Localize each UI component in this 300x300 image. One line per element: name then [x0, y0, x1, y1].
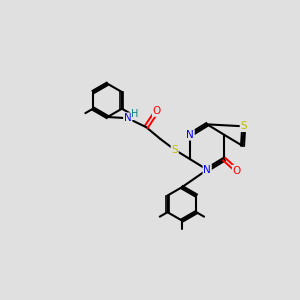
- Text: O: O: [153, 106, 161, 116]
- Text: N: N: [124, 113, 132, 123]
- Text: S: S: [240, 121, 247, 131]
- Text: S: S: [171, 145, 178, 155]
- Text: N: N: [203, 165, 211, 175]
- Text: H: H: [131, 109, 139, 119]
- Text: O: O: [232, 166, 241, 176]
- Text: N: N: [186, 130, 194, 140]
